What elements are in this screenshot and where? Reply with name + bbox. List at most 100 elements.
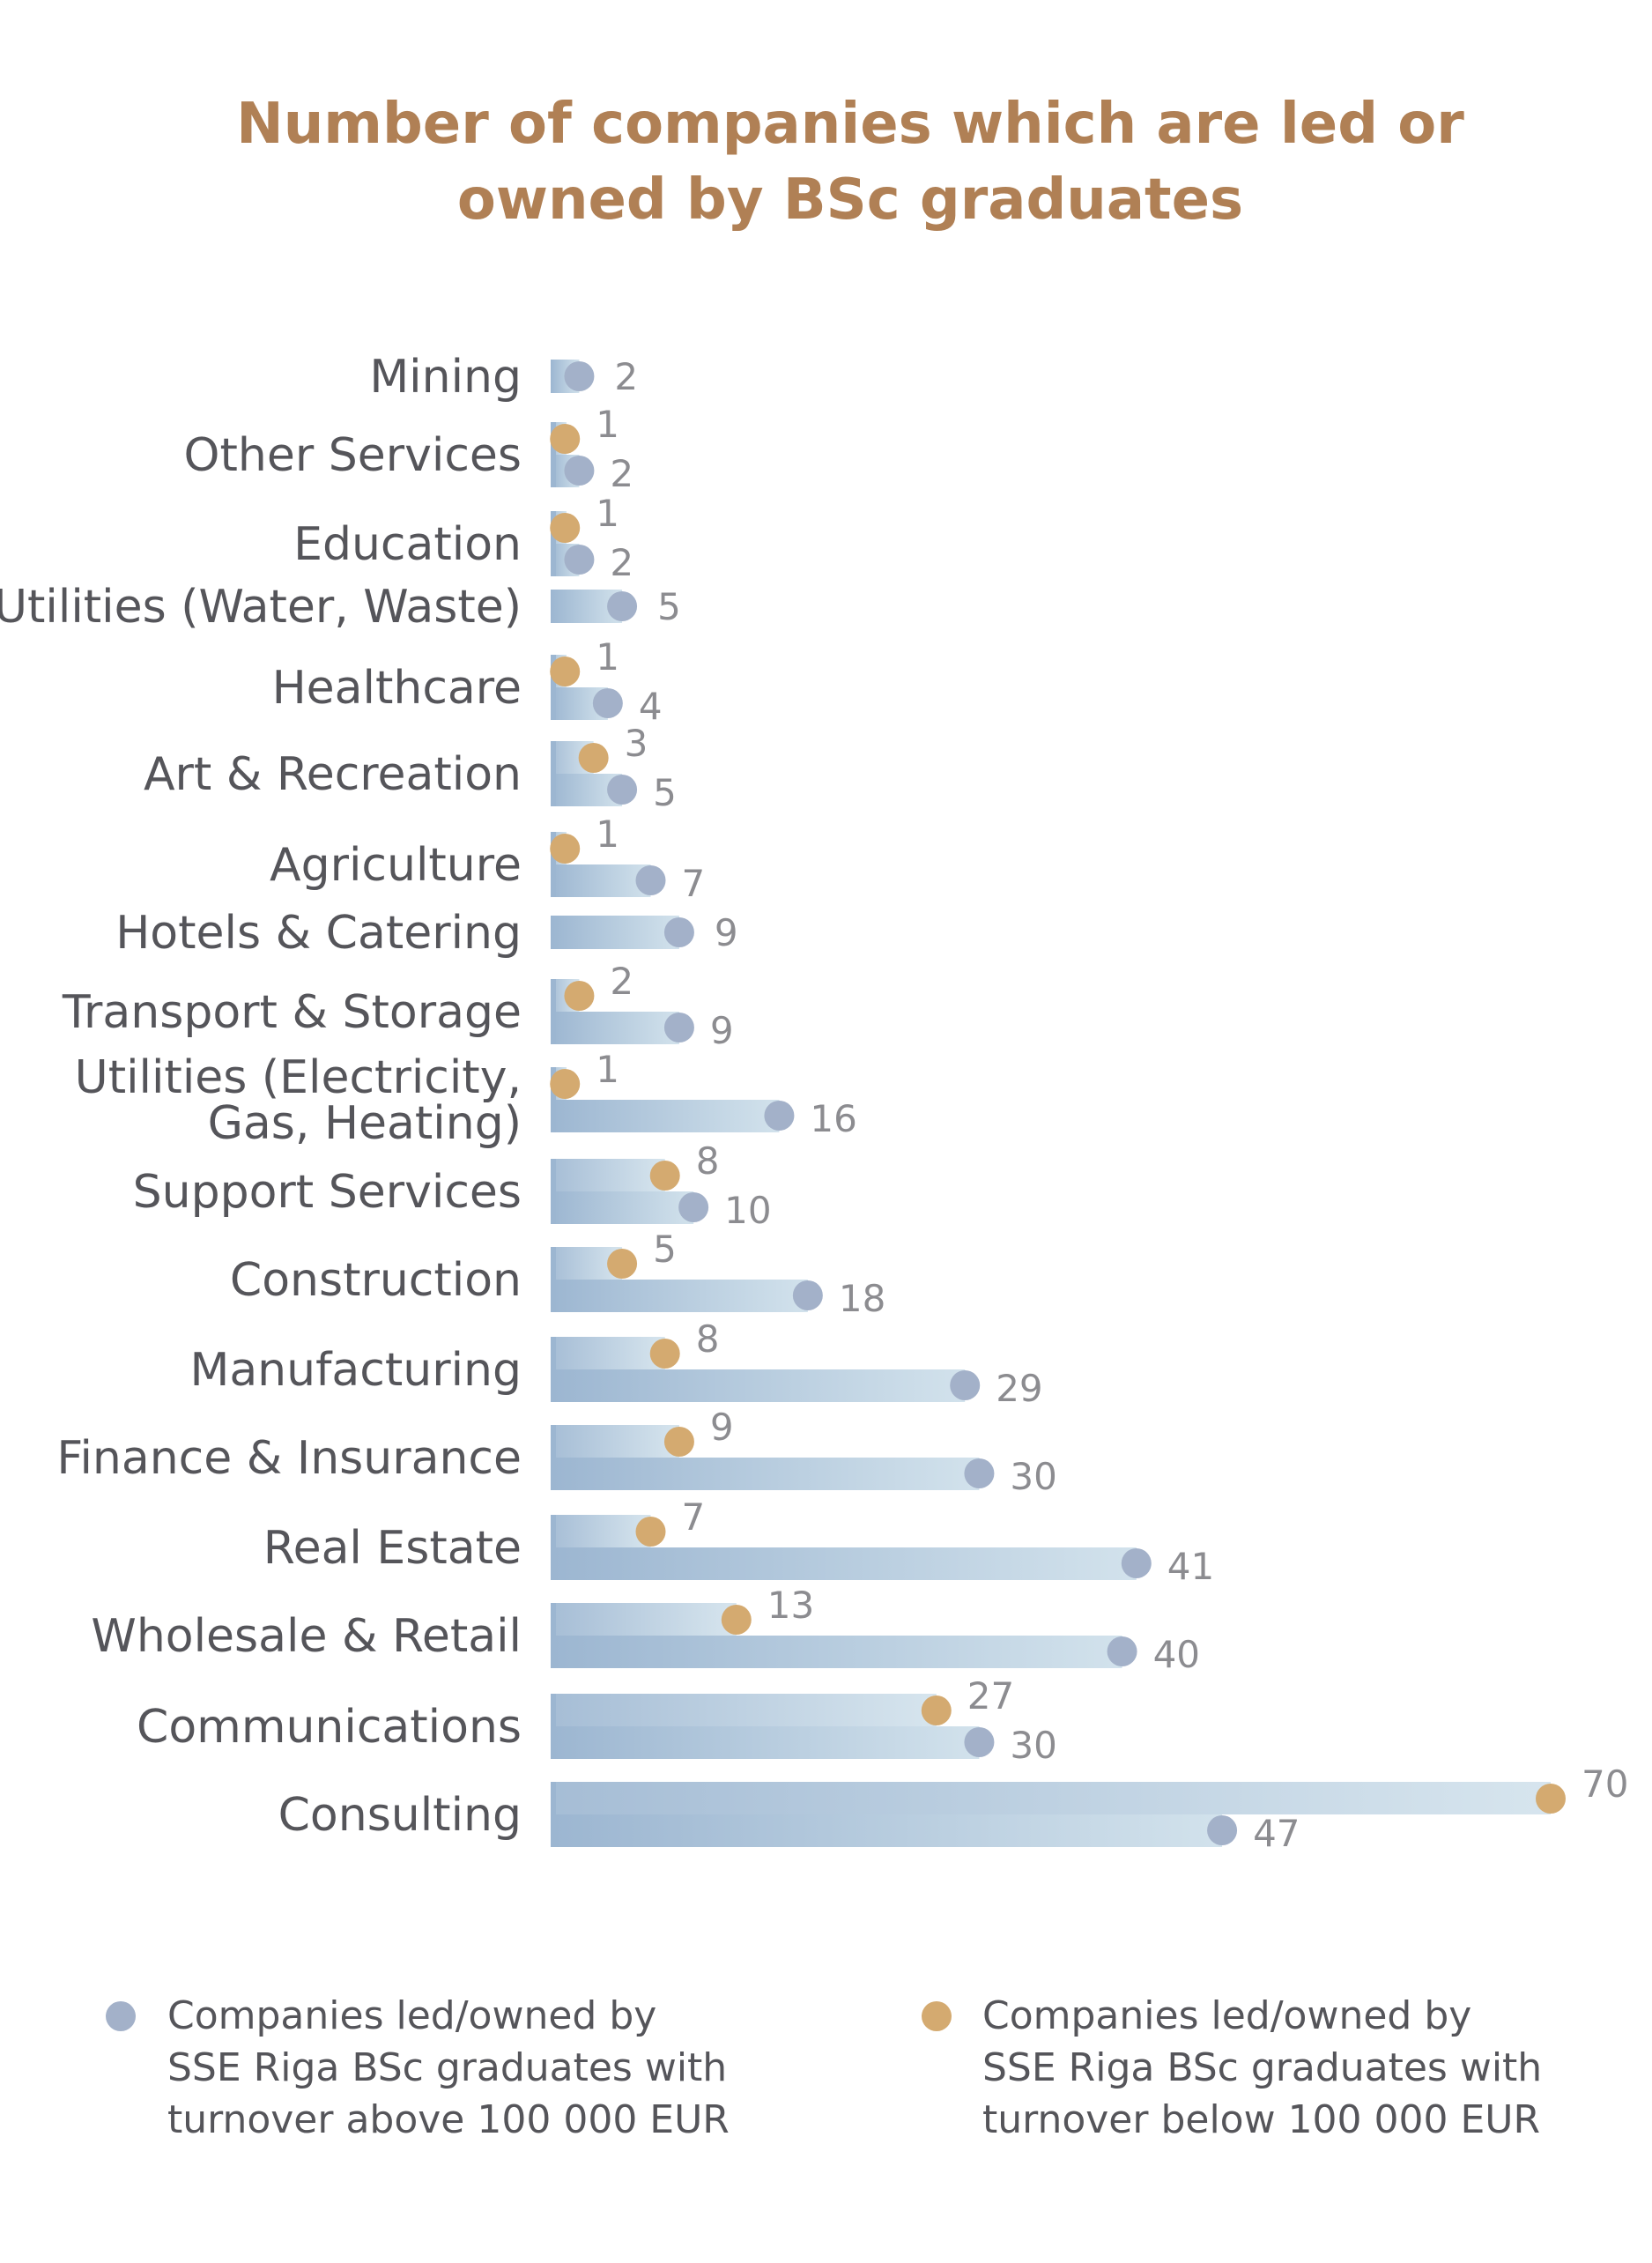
category-label: Art & Recreation: [144, 748, 522, 801]
point-below-100k: [550, 424, 581, 454]
bar-row-agriculture: Agriculture 1 7: [270, 812, 705, 905]
bar-row-construction: Construction 5 18: [230, 1228, 885, 1320]
bar-base: [551, 1337, 556, 1402]
bar-row-communications: Communications 27 30: [137, 1674, 1057, 1767]
bar-base: [551, 422, 556, 487]
category-label: Utilities (Water, Waste): [0, 581, 522, 634]
point-above-100k: [950, 1370, 981, 1400]
bar-below-100k: [551, 1515, 651, 1547]
value-label-below-100k: 5: [653, 1228, 677, 1271]
bar-above-100k: [551, 1012, 679, 1044]
value-label-above-100k: 2: [610, 452, 633, 495]
legend-label-line: turnover below 100 000 EUR: [982, 2097, 1540, 2142]
point-above-100k: [564, 545, 595, 575]
value-label-above-100k: 30: [1010, 1724, 1056, 1767]
point-above-100k: [1107, 1636, 1137, 1666]
bar-row-finance-insurance: Finance & Insurance 9 30: [56, 1406, 1057, 1498]
point-below-100k: [550, 513, 581, 543]
category-label: Healthcare: [272, 662, 522, 715]
value-label-below-100k: 7: [682, 1495, 706, 1539]
value-label-above-100k: 9: [715, 911, 738, 954]
point-below-100k: [607, 1249, 638, 1279]
point-above-100k: [607, 591, 638, 621]
value-label-above-100k: 41: [1167, 1545, 1214, 1588]
category-label: Support Services: [133, 1166, 522, 1219]
point-above-100k: [964, 1727, 995, 1757]
value-label-below-100k: 3: [625, 722, 648, 765]
bar-base: [551, 1247, 556, 1312]
value-label-above-100k: 18: [839, 1277, 885, 1320]
bar-above-100k: [551, 1280, 808, 1312]
chart-title-line: Number of companies which are led or: [236, 92, 1464, 157]
category-label: Mining: [369, 351, 522, 404]
value-label-below-100k: 27: [967, 1674, 1014, 1718]
bar-below-100k: [551, 1694, 937, 1726]
point-below-100k: [663, 1427, 694, 1457]
legend: Companies led/owned by SSE Riga BSc gradu…: [106, 1993, 1542, 2142]
bar-below-100k: [551, 1425, 679, 1458]
point-above-100k: [678, 1192, 709, 1222]
legend-marker: [922, 2001, 952, 2031]
legend-label-line: turnover above 100 000 EUR: [167, 2097, 730, 2142]
bar-row-hotels-catering: Hotels & Catering 9: [115, 907, 737, 960]
bar-above-100k: [551, 1726, 980, 1759]
point-below-100k: [649, 1161, 680, 1191]
chart-title-line: owned by BSc graduates: [457, 167, 1243, 233]
value-label-above-100k: 4: [639, 685, 663, 728]
bar-row-other-services: Other Services 1 2: [184, 403, 634, 495]
bar-row-education: Education 1 2: [293, 492, 633, 584]
value-label-above-100k: 9: [710, 1009, 734, 1052]
point-above-100k: [792, 1280, 823, 1310]
bar-above-100k: [551, 1100, 780, 1132]
category-label: Other Services: [184, 429, 522, 482]
bar-above-100k: [551, 1191, 694, 1224]
category-label: Communications: [137, 1701, 522, 1754]
value-label-above-100k: 7: [682, 862, 706, 905]
bar-row-art-recreation: Art & Recreation 35: [144, 722, 677, 814]
category-label: Real Estate: [263, 1522, 522, 1575]
legend-label-line: SSE Riga BSc graduates with: [167, 2045, 727, 2090]
bar-base: [551, 741, 556, 806]
point-below-100k: [649, 1339, 680, 1369]
legend-item-above-100k: Companies led/owned by SSE Riga BSc gradu…: [106, 1993, 730, 2142]
point-above-100k: [592, 688, 623, 718]
point-below-100k: [635, 1517, 666, 1547]
bar-row-utilities-water-waste: Utilities (Water, Waste) 5: [0, 581, 681, 634]
legend-label-line: Companies led/owned by: [167, 1993, 656, 2038]
bar-base: [551, 832, 556, 897]
point-below-100k: [550, 834, 581, 864]
category-label: Transport & Storage: [62, 986, 522, 1039]
point-below-100k: [1536, 1784, 1566, 1814]
value-label-below-100k: 8: [696, 1139, 720, 1183]
bar-base: [551, 1425, 556, 1490]
bar-base: [551, 1515, 556, 1580]
category-label: Wholesale & Retail: [91, 1610, 522, 1663]
category-label: Construction: [230, 1254, 522, 1307]
value-label-above-100k: 10: [724, 1189, 771, 1232]
point-below-100k: [564, 981, 595, 1011]
point-below-100k: [721, 1605, 752, 1635]
bar-row-manufacturing: Manufacturing 8 29: [189, 1317, 1042, 1410]
value-label-above-100k: 16: [810, 1097, 856, 1140]
bar-row-real-estate: Real Estate 7 41: [263, 1495, 1214, 1588]
bar-below-100k: [551, 1603, 737, 1636]
value-label-below-100k: 2: [610, 960, 633, 1003]
bar-below-100k: [551, 1159, 665, 1191]
category-label: Finance & Insurance: [56, 1432, 522, 1485]
category-label: Utilities (Electricity,: [75, 1051, 522, 1104]
point-above-100k: [663, 1013, 694, 1042]
bar-base: [551, 979, 556, 1044]
value-label-below-100k: 1: [596, 1048, 619, 1091]
value-label-below-100k: 70: [1582, 1762, 1628, 1806]
bar-base: [551, 511, 556, 576]
point-below-100k: [550, 1069, 581, 1099]
value-label-below-100k: 1: [596, 492, 619, 535]
value-label-below-100k: 9: [710, 1406, 734, 1449]
bar-above-100k: [551, 1369, 966, 1402]
value-label-above-100k: 40: [1153, 1633, 1200, 1676]
bar-below-100k: [551, 1782, 1551, 1814]
bar-above-100k: [551, 1547, 1137, 1580]
value-label-above-100k: 2: [614, 355, 638, 398]
chart-title: Number of companies which are led or owne…: [236, 92, 1464, 233]
